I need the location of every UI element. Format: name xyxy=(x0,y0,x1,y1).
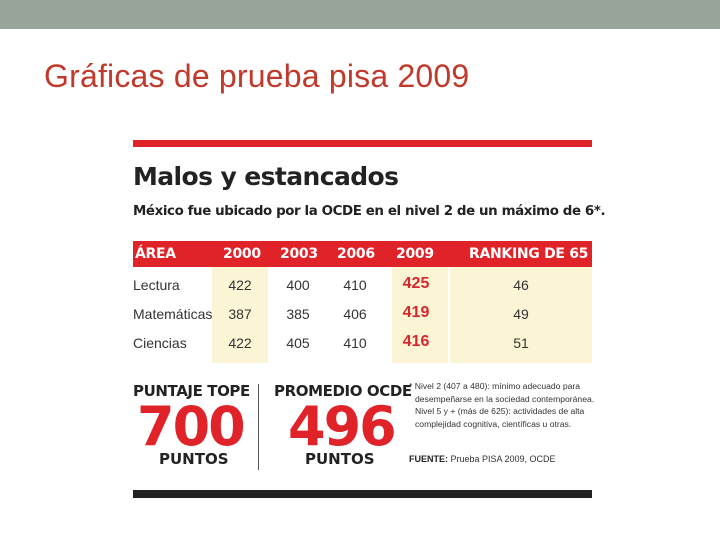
table-row: Lectura 422 400 410 425 46 xyxy=(133,271,592,300)
cell-2009: 416 xyxy=(402,333,430,350)
top-score-label: PUNTAJE TOPE xyxy=(133,382,250,400)
cell-2003: 400 xyxy=(286,277,310,293)
cell-2000: 387 xyxy=(228,306,252,322)
top-red-rule xyxy=(133,140,592,147)
scores-table: ÁREA 2000 2003 2006 2009 RANKING DE 65 L… xyxy=(133,241,592,363)
infographic-headline: Malos y estancados xyxy=(133,162,399,191)
table-row: Matemáticas 387 385 406 419 49 xyxy=(133,300,592,329)
top-accent-bar xyxy=(0,0,720,29)
footnote-line: Nivel 5 y + (más de 625): actividades de… xyxy=(415,406,585,417)
source-note: FUENTE: Prueba PISA 2009, OCDE xyxy=(409,454,556,464)
slide-title: Gráficas de prueba pisa 2009 xyxy=(44,58,470,94)
source-text: Prueba PISA 2009, OCDE xyxy=(448,454,556,464)
average-unit: PUNTOS xyxy=(305,450,375,468)
cell-2006: 410 xyxy=(343,335,367,351)
source-label: FUENTE: xyxy=(409,454,448,464)
column-shade-2009 xyxy=(392,267,448,363)
footnote-line: desempeñarse en la sociedad contemporáne… xyxy=(415,393,595,404)
header-area: ÁREA xyxy=(135,246,176,262)
header-2000: 2000 xyxy=(223,246,261,262)
cell-2006: 410 xyxy=(343,277,367,293)
cell-2000: 422 xyxy=(228,277,252,293)
cell-area: Matemáticas xyxy=(133,306,213,322)
cell-ranking: 49 xyxy=(513,306,529,322)
table-header: ÁREA 2000 2003 2006 2009 RANKING DE 65 xyxy=(133,241,592,267)
footnote-line: * Nivel 2 (407 a 480): mínimo adecuado p… xyxy=(409,381,581,391)
average-value: 496 xyxy=(288,395,397,458)
cell-2003: 385 xyxy=(286,306,310,322)
top-score-unit: PUNTOS xyxy=(159,450,229,468)
infographic-subheadline: México fue ubicado por la OCDE en el niv… xyxy=(133,204,606,219)
cell-ranking: 51 xyxy=(513,335,529,351)
header-2009: 2009 xyxy=(396,246,434,262)
summary-divider xyxy=(258,384,259,470)
cell-2009: 419 xyxy=(402,304,430,321)
cell-area: Ciencias xyxy=(133,335,187,351)
column-shade-2000 xyxy=(212,267,268,363)
header-2006: 2006 xyxy=(337,246,375,262)
infographic-card: Malos y estancados México fue ubicado po… xyxy=(133,140,606,498)
summary-section: PUNTAJE TOPE 700 PUNTOS PROMEDIO OCDE 49… xyxy=(133,380,595,480)
table-row: Ciencias 422 405 410 416 51 xyxy=(133,329,592,358)
header-ranking: RANKING DE 65 xyxy=(469,246,589,262)
average-label: PROMEDIO OCDE xyxy=(274,382,412,400)
cell-area: Lectura xyxy=(133,277,180,293)
column-shade-ranking xyxy=(450,267,592,363)
cell-2009: 425 xyxy=(402,275,430,292)
top-score-value: 700 xyxy=(137,395,246,458)
cell-2006: 406 xyxy=(343,306,367,322)
cell-ranking: 46 xyxy=(513,277,529,293)
bottom-dark-rule xyxy=(133,490,592,498)
footnote-line: complejidad cognitiva, científicas u otr… xyxy=(415,418,572,429)
cell-2003: 405 xyxy=(286,335,310,351)
footnote: * Nivel 2 (407 a 480): mínimo adecuado p… xyxy=(409,380,595,430)
table-body: Lectura 422 400 410 425 46 Matemáticas 3… xyxy=(133,267,592,363)
header-2003: 2003 xyxy=(280,246,318,262)
cell-2000: 422 xyxy=(228,335,252,351)
